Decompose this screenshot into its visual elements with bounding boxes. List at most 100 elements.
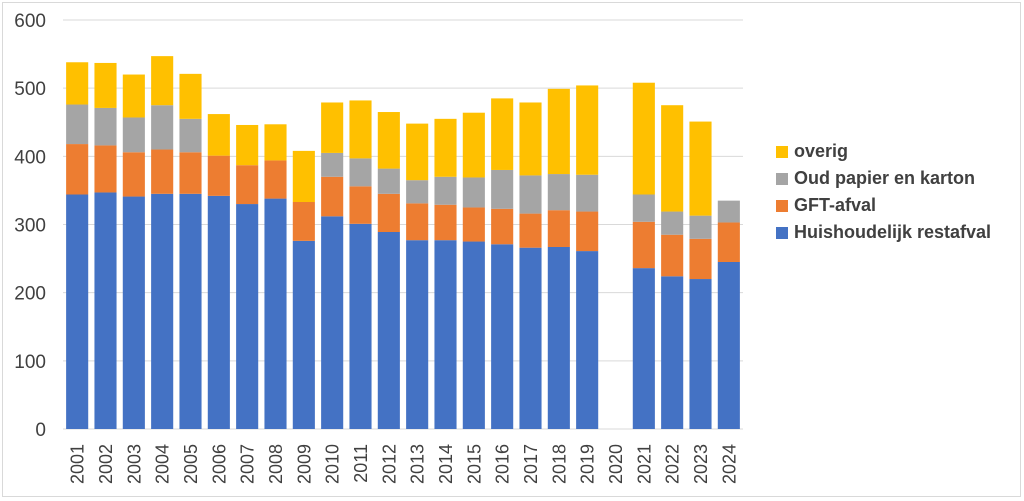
bar-segment-2022-huishoudelijk-restafval — [661, 276, 684, 429]
bar-segment-2008-overig — [264, 124, 287, 161]
bar-segment-2021-gft-afval — [632, 221, 655, 269]
bar-segment-2013-huishoudelijk-restafval — [406, 240, 429, 429]
bar-segment-2004-gft-afval — [151, 149, 174, 194]
legend-item-overig: overig — [776, 138, 991, 165]
y-tick-label: 0 — [35, 420, 46, 441]
legend-item-oud-papier: Oud papier en karton — [776, 165, 991, 192]
bar-segment-2018-gft-afval — [547, 210, 570, 247]
y-tick-label: 200 — [14, 284, 46, 305]
bar-segment-2016-overig — [491, 98, 514, 170]
x-tick-label: 2017 — [521, 444, 541, 484]
bar-segment-2021-oud-papier-en-karton — [632, 194, 655, 222]
bar-segment-2017-huishoudelijk-restafval — [519, 247, 542, 429]
bar-segment-2013-oud-papier-en-karton — [406, 180, 429, 204]
bar-segment-2007-overig — [236, 124, 259, 166]
x-tick-label: 2022 — [663, 444, 683, 484]
bar-segment-2002-huishoudelijk-restafval — [94, 192, 117, 429]
bar-segment-2021-huishoudelijk-restafval — [632, 268, 655, 429]
y-tick-label: 100 — [14, 352, 46, 373]
y-tick-label: 400 — [14, 147, 46, 168]
bars — [66, 56, 740, 429]
bar-segment-2004-huishoudelijk-restafval — [151, 193, 174, 429]
gridlines — [63, 19, 743, 430]
bar-segment-2010-huishoudelijk-restafval — [321, 216, 344, 429]
bar-segment-2022-oud-papier-en-karton — [661, 211, 684, 235]
bar-segment-2023-oud-papier-en-karton — [689, 215, 712, 239]
bar-segment-2014-gft-afval — [434, 204, 457, 241]
bar-segment-2001-huishoudelijk-restafval — [66, 194, 89, 429]
bar-segment-2003-oud-papier-en-karton — [122, 117, 145, 153]
bar-segment-2017-gft-afval — [519, 213, 542, 248]
bar-segment-2010-overig — [321, 102, 344, 153]
x-tick-label: 2021 — [634, 444, 654, 484]
bar-segment-2015-oud-papier-en-karton — [462, 177, 485, 208]
bar-segment-2019-oud-papier-en-karton — [576, 174, 599, 212]
bar-segment-2012-gft-afval — [377, 193, 400, 232]
bar-segment-2002-overig — [94, 62, 117, 108]
bar-segment-2011-oud-papier-en-karton — [349, 158, 372, 187]
y-tick-label: 600 — [14, 11, 46, 32]
x-axis-ticks: 2001 2002 2003 2004 2005 2006 2007 2008 2009 2010… — [68, 444, 740, 484]
bar-segment-2002-oud-papier-en-karton — [94, 107, 117, 146]
bar-segment-2004-overig — [151, 56, 174, 106]
bar-segment-2019-overig — [576, 85, 599, 175]
x-tick-label: 2001 — [68, 444, 88, 484]
x-tick-label: 2006 — [209, 444, 229, 484]
x-tick-label: 2019 — [578, 444, 598, 484]
bar-segment-2017-oud-papier-en-karton — [519, 175, 542, 214]
x-tick-label: 2015 — [464, 444, 484, 484]
bar-segment-2003-gft-afval — [122, 152, 145, 197]
bar-segment-2015-overig — [462, 112, 485, 178]
x-tick-label: 2009 — [294, 444, 314, 484]
bar-segment-2013-overig — [406, 123, 429, 181]
bar-segment-2013-gft-afval — [406, 203, 429, 241]
bar-segment-2008-huishoudelijk-restafval — [264, 198, 287, 429]
x-tick-label: 2002 — [96, 444, 116, 484]
bar-segment-2016-gft-afval — [491, 208, 514, 245]
bar-segment-2007-gft-afval — [236, 165, 259, 205]
bar-segment-2016-oud-papier-en-karton — [491, 169, 514, 209]
bar-segment-2008-gft-afval — [264, 160, 287, 199]
x-tick-label: 2011 — [351, 444, 371, 483]
bar-segment-2015-huishoudelijk-restafval — [462, 241, 485, 429]
bar-segment-2014-huishoudelijk-restafval — [434, 240, 457, 429]
bar-segment-2023-huishoudelijk-restafval — [689, 279, 712, 429]
bar-segment-2018-huishoudelijk-restafval — [547, 246, 570, 429]
legend-label: GFT-afval — [794, 195, 877, 215]
bar-segment-2019-huishoudelijk-restafval — [576, 251, 599, 429]
bar-segment-2010-gft-afval — [321, 176, 344, 217]
bar-segment-2011-gft-afval — [349, 186, 372, 224]
bar-segment-2011-overig — [349, 100, 372, 159]
bar-segment-2004-oud-papier-en-karton — [151, 105, 174, 150]
bar-segment-2021-overig — [632, 82, 655, 195]
legend-item-restafval: Huishoudelijk restafval — [776, 219, 991, 246]
bar-segment-2022-overig — [661, 105, 684, 212]
y-axis-ticks: 0 100 200 300 400 500 600 — [14, 11, 46, 441]
legend-label: Huishoudelijk restafval — [794, 222, 992, 242]
bar-segment-2024-huishoudelijk-restafval — [717, 261, 740, 429]
bar-segment-2012-huishoudelijk-restafval — [377, 231, 400, 429]
bar-segment-2019-gft-afval — [576, 211, 599, 252]
x-tick-label: 2007 — [238, 444, 258, 484]
bar-segment-2012-overig — [377, 112, 400, 169]
bar-segment-2015-gft-afval — [462, 207, 485, 242]
x-tick-label: 2018 — [549, 444, 569, 484]
bar-segment-2014-overig — [434, 118, 457, 177]
x-tick-label: 2020 — [606, 444, 626, 484]
x-tick-label: 2013 — [408, 444, 428, 484]
bar-segment-2009-huishoudelijk-restafval — [292, 240, 315, 429]
bar-segment-2010-oud-papier-en-karton — [321, 152, 344, 177]
bar-segment-2009-overig — [292, 150, 315, 203]
legend-swatch-oud-papier — [776, 172, 788, 185]
bar-segment-2005-overig — [179, 73, 202, 119]
x-tick-label: 2004 — [153, 444, 173, 484]
bar-segment-2018-overig — [547, 88, 570, 175]
bar-segment-2003-huishoudelijk-restafval — [122, 196, 145, 429]
bar-segment-2017-overig — [519, 102, 542, 176]
bar-segment-2024-gft-afval — [717, 222, 740, 262]
y-tick-label: 500 — [14, 79, 46, 100]
legend-label: overig — [794, 141, 849, 161]
legend-item-gft-afval: GFT-afval — [776, 192, 991, 219]
x-tick-label: 2016 — [493, 444, 513, 484]
x-tick-label: 2024 — [719, 444, 739, 484]
